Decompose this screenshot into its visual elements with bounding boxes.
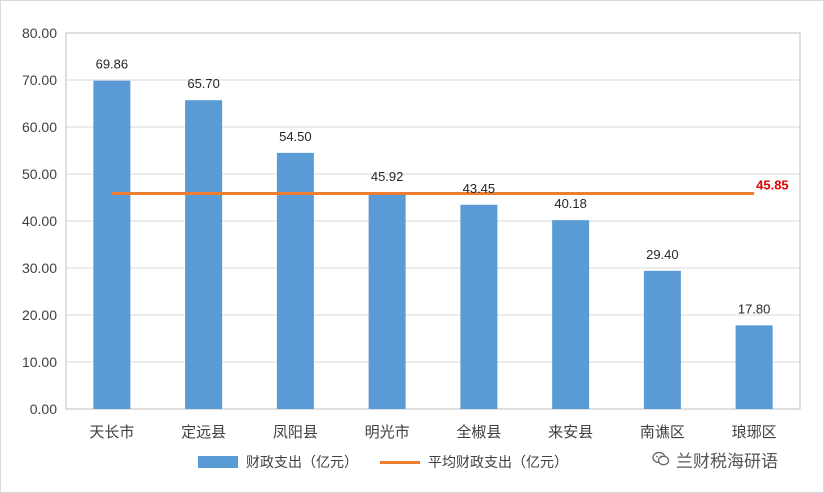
data-labels: 69.86 65.70 54.50 45.92 43.45 40.18 29.40 17.80 — [96, 57, 771, 317]
gridlines — [66, 32, 800, 410]
y-tick-label: 80.00 — [22, 25, 57, 41]
plot-border — [65, 32, 801, 410]
y-tick-label: 70.00 — [22, 72, 57, 88]
average-data-label: 45.85 — [756, 178, 789, 193]
legend-swatch-bar — [198, 456, 238, 468]
legend-label-bar: 财政支出（亿元） — [246, 455, 358, 471]
y-tick-label: 60.00 — [22, 119, 57, 135]
legend-swatch-line — [380, 460, 420, 464]
legend-item-bar: 财政支出（亿元） — [198, 452, 358, 472]
data-label: 69.86 — [96, 57, 129, 72]
bar — [368, 193, 406, 409]
y-axis: 0.00 10.00 20.00 30.00 40.00 50.00 60.00 70.00 8… — [22, 25, 57, 417]
legend: 财政支出（亿元） 平均财政支出（亿元） — [198, 451, 590, 473]
bar-series — [93, 80, 773, 410]
bar — [460, 204, 498, 409]
watermark: 兰财税海研语 — [648, 446, 782, 472]
bar — [276, 152, 314, 409]
bar — [735, 325, 773, 409]
data-label: 17.80 — [738, 301, 771, 316]
y-tick-label: 30.00 — [22, 260, 57, 276]
data-label: 29.40 — [646, 247, 679, 262]
bar — [643, 270, 681, 409]
bar — [93, 80, 131, 410]
watermark-text: 兰财税海研语 — [676, 451, 778, 472]
wechat-icon — [652, 451, 670, 466]
x-tick-label: 南谯区 — [640, 423, 685, 441]
data-label: 45.92 — [371, 169, 404, 184]
x-tick-label: 全椒县 — [456, 423, 501, 441]
legend-item-line: 平均财政支出（亿元） — [380, 452, 568, 472]
y-tick-label: 40.00 — [22, 213, 57, 229]
legend-label-line: 平均财政支出（亿元） — [428, 455, 568, 471]
plot-area — [65, 32, 801, 410]
y-tick-label: 10.00 — [22, 354, 57, 370]
x-tick-label: 明光市 — [365, 423, 410, 441]
bar — [552, 220, 590, 409]
x-tick-label: 天长市 — [89, 423, 134, 441]
data-label: 43.45 — [463, 181, 496, 196]
bar — [185, 100, 223, 410]
x-tick-label: 来安县 — [548, 423, 593, 441]
x-axis: 天长市 定远县 凤阳县 明光市 全椒县 来安县 南谯区 琅琊区 — [89, 423, 776, 441]
average-line-series: 45.85 — [111, 178, 789, 196]
y-tick-label: 20.00 — [22, 307, 57, 323]
y-tick-label: 0.00 — [30, 401, 57, 417]
data-label: 54.50 — [279, 129, 312, 144]
data-label: 65.70 — [187, 76, 220, 91]
x-tick-label: 凤阳县 — [273, 423, 318, 441]
x-tick-label: 定远县 — [181, 423, 226, 441]
x-tick-label: 琅琊区 — [732, 423, 777, 441]
y-tick-label: 50.00 — [22, 166, 57, 182]
data-label: 40.18 — [554, 196, 587, 211]
